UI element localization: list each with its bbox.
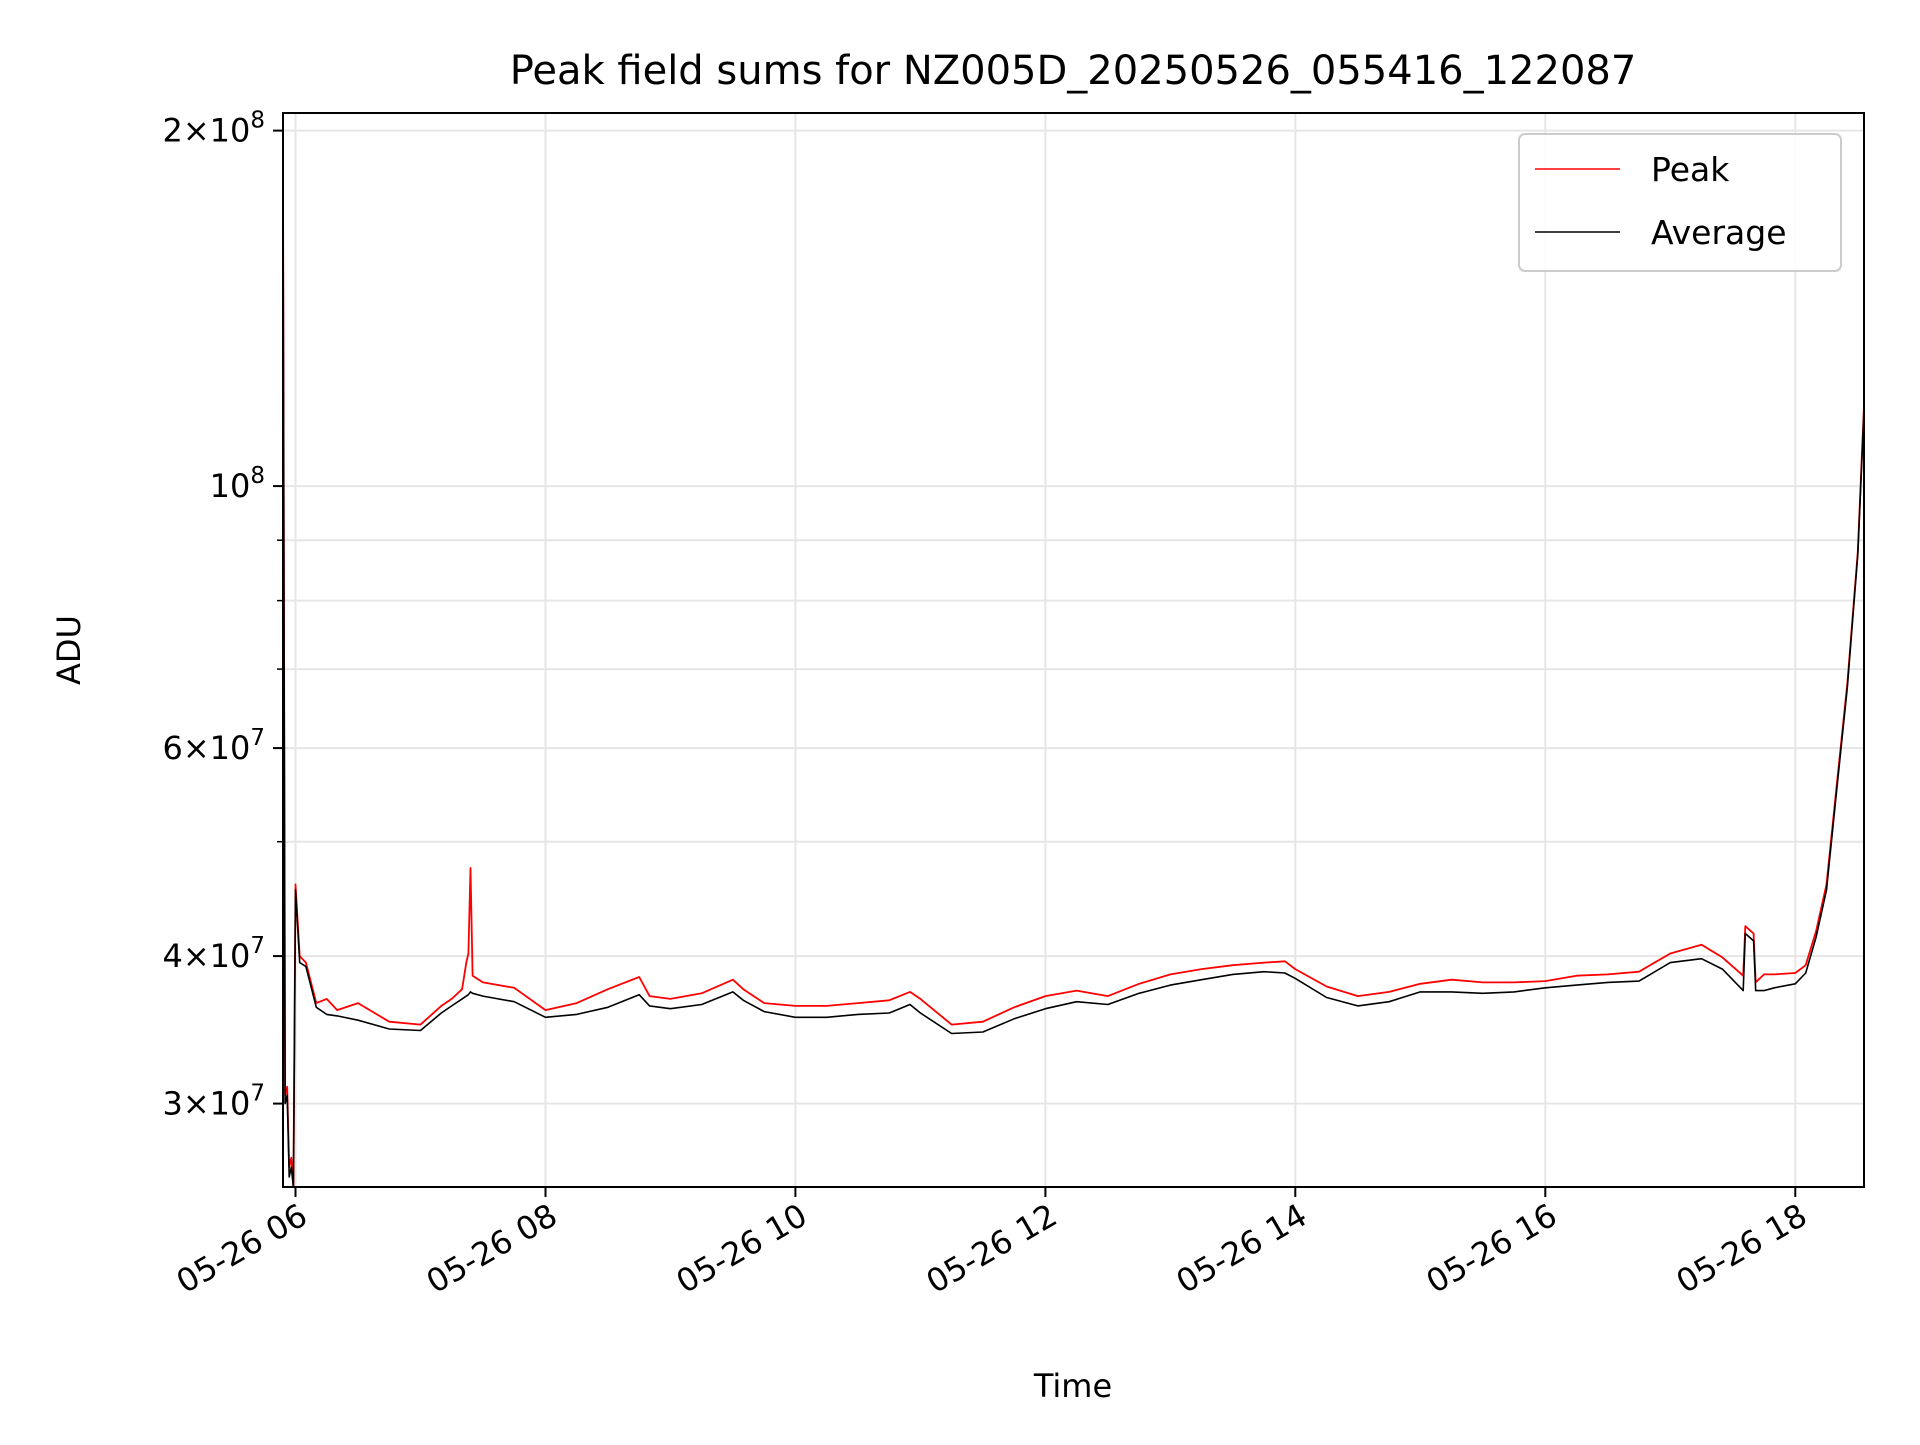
y-tick-mantissa: 6	[162, 729, 182, 767]
x-axis-label: Time	[1033, 1367, 1112, 1405]
y-tick-label: 108	[210, 463, 265, 505]
y-tick-exponent: 7	[250, 1081, 265, 1107]
y-tick-base: 10	[210, 467, 251, 505]
y-tick-times: ×	[183, 112, 210, 150]
chart-title: Peak field sums for NZ005D_20250526_0554…	[510, 48, 1637, 94]
y-tick-exponent: 7	[250, 933, 265, 959]
y-tick-times: ×	[183, 1085, 210, 1123]
y-tick-exponent: 7	[250, 725, 265, 751]
y-tick-base: 10	[210, 112, 251, 150]
y-tick-base: 10	[210, 937, 251, 975]
y-tick-mantissa: 3	[162, 1085, 182, 1123]
y-tick-label: 6×107	[162, 725, 265, 767]
legend: Peak Average	[1518, 133, 1842, 272]
y-tick-label: 4×107	[162, 933, 265, 975]
series-lines	[283, 170, 1864, 1187]
y-tick-exponent: 8	[250, 463, 265, 489]
y-tick-base: 10	[210, 729, 251, 767]
y-tick-mantissa: 2	[162, 112, 182, 150]
y-tick-exponent: 8	[250, 108, 265, 134]
y-axis-label: ADU	[50, 615, 88, 685]
y-tick-label: 2×108	[162, 108, 265, 150]
legend-label-average: Average	[1651, 213, 1787, 252]
series-line-average	[283, 170, 1864, 1187]
grid	[283, 113, 1864, 1187]
y-tick-times: ×	[183, 937, 210, 975]
plot-frame	[282, 112, 1865, 1188]
y-tick-mantissa: 4	[162, 937, 182, 975]
series-line-peak	[283, 170, 1864, 1187]
y-tick-times: ×	[183, 729, 210, 767]
y-tick-label: 3×107	[162, 1081, 265, 1123]
y-tick-base: 10	[210, 1085, 251, 1123]
legend-label-peak: Peak	[1651, 150, 1730, 189]
